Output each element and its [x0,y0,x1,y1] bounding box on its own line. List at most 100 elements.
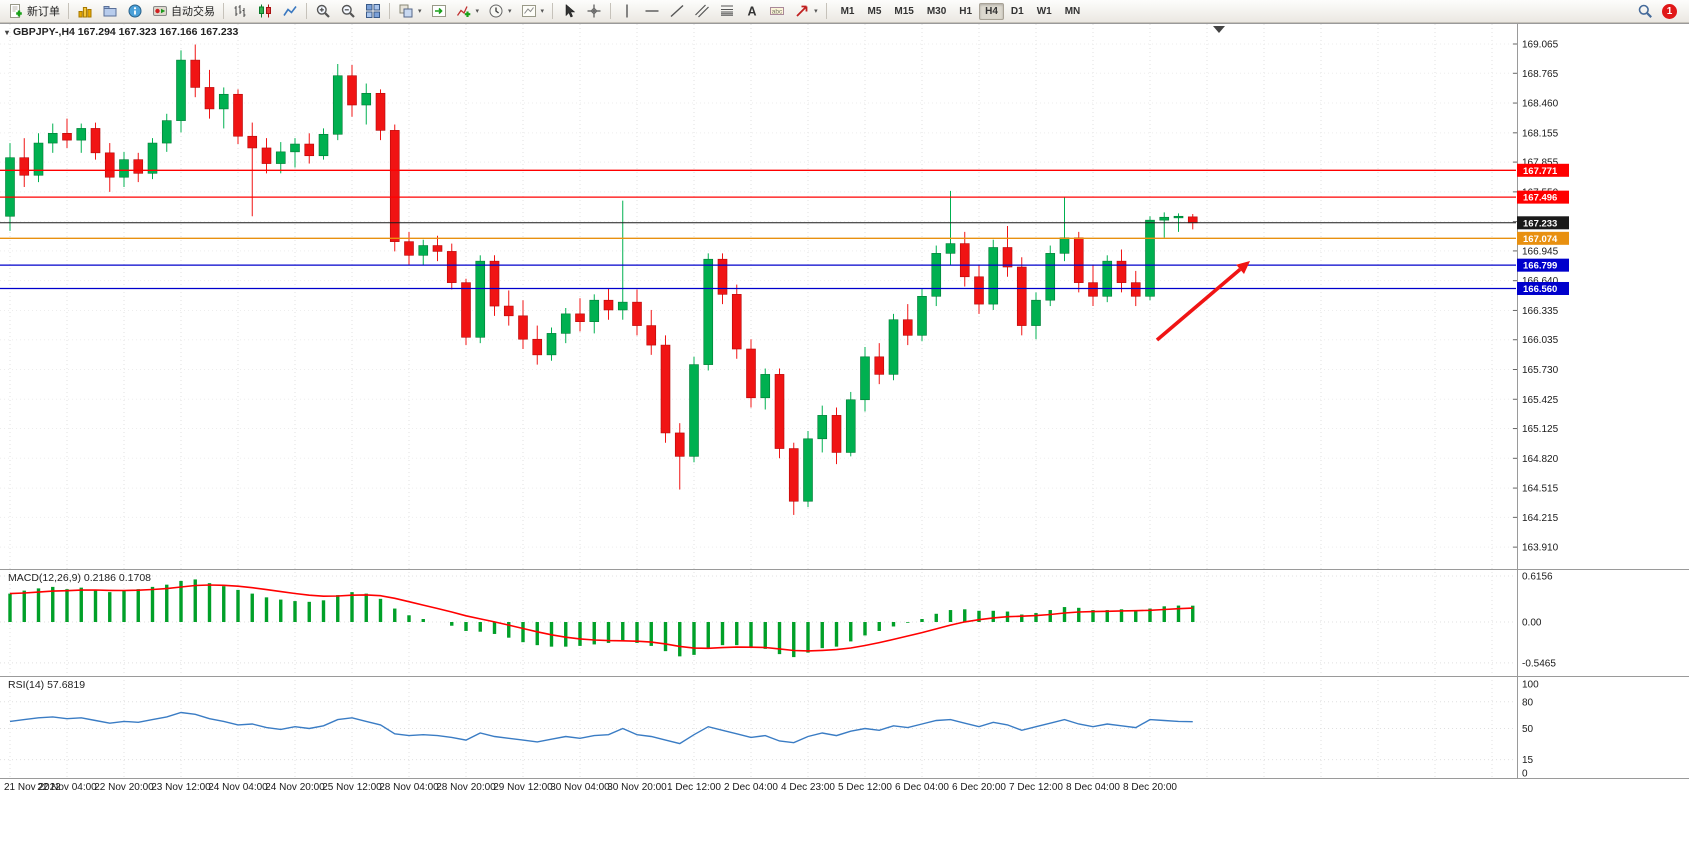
price-tick-label: 168.155 [1522,128,1559,139]
price-tick-label: 168.460 [1522,99,1559,110]
line-chart-icon [283,6,297,16]
price-tick-label: 169.065 [1522,40,1559,51]
price-tick-label: 163.910 [1522,543,1559,554]
hline-167.771[interactable]: 167.771 [0,163,1569,177]
candlestick-chart-icon [259,4,271,18]
price-tick-label: 166.640 [1522,276,1559,287]
toolbar-zoom-out-button[interactable] [336,1,360,21]
indicators-icon [456,6,470,17]
price-tag [1517,231,1569,245]
toolbar-crosshair-button[interactable] [582,1,606,21]
hline-166.799[interactable]: 166.799 [0,258,1569,272]
new-order-icon [10,4,22,18]
symbol-ohlc-label: ▾ GBPJPY-,H4 167.294 167.323 167.166 167… [5,26,238,38]
hline-166.560[interactable]: 166.560 [0,281,1569,295]
trend-arrow[interactable] [1155,261,1250,342]
toolbar-text-button[interactable]: A [740,1,764,21]
time-label: 4 Dec 23:00 [781,782,835,793]
hline-167.074[interactable]: 167.074 [0,231,1569,245]
price-tick-label: 165.425 [1522,395,1559,406]
time-label: 8 Dec 20:00 [1123,782,1177,793]
toolbar-fibonacci-button[interactable] [715,1,739,21]
timeframe-M5-button[interactable]: M5 [867,5,882,17]
toolbar-bar-chart-button[interactable] [228,1,252,21]
toolbar-separator [306,3,307,19]
autotrading-label: 自动交易 [171,6,215,18]
zoom-out-icon [341,4,355,18]
time-label: 2 Dec 04:00 [724,782,778,793]
dropdown-caret-icon[interactable]: ▾ [418,8,422,15]
toolbar-indicators-button[interactable]: ▾ [452,1,484,21]
rsi-scale-label: 15 [1522,755,1534,766]
toolbar-equidistant-channel-button[interactable] [690,1,714,21]
timeframe-H4-button[interactable]: H4 [979,2,1004,20]
timeframe-W1-button[interactable]: W1 [1036,5,1052,17]
profiles-icon [103,6,117,17]
time-label: 24 Nov 04:00 [208,782,268,793]
toolbar-new-order-button[interactable]: 新订单 [4,1,64,21]
chart-shift-marker[interactable] [1213,26,1225,33]
toolbar-autotrading-button[interactable]: 自动交易 [148,1,219,21]
axes-layer[interactable]: 169.065168.765168.460168.155167.855167.5… [0,23,1689,794]
price-tag-label: 166.560 [1523,284,1557,295]
rsi-scale-label: 50 [1522,724,1534,735]
arrows-icon [796,5,808,17]
hline-167.233[interactable]: 167.233 [0,216,1569,230]
toolbar-templates-button[interactable]: ▾ [517,1,549,21]
price-tick-label: 164.515 [1522,484,1559,495]
price-tag [1517,258,1569,272]
price-tag-label: 167.074 [1523,234,1558,245]
toolbar-cursor-button[interactable] [557,1,581,21]
search-button[interactable] [1633,1,1657,21]
timeframe-H1-button[interactable]: H1 [959,5,973,17]
toolbar-text-label-button[interactable]: abc [765,1,789,21]
toolbar-profiles-button[interactable] [98,1,122,21]
price-tick-label: 164.215 [1522,513,1559,524]
timeframe-MN-button[interactable]: MN [1064,5,1081,17]
dropdown-caret-icon[interactable]: ▾ [508,8,512,15]
vertical-line-icon [626,4,628,18]
toolbar-vertical-line-button[interactable] [615,1,639,21]
toolbar-tile-windows-button[interactable] [361,1,385,21]
toolbar-separator [552,3,554,19]
timeframe-M15-button[interactable]: M15 [894,5,914,17]
equidistant-channel-icon [695,4,709,18]
dropdown-caret-icon[interactable]: ▾ [475,8,480,15]
toolbar-horizontal-line-button[interactable] [640,1,664,21]
toolbar-periods-button[interactable]: ▾ [484,1,516,21]
price-tag-label: 167.233 [1523,218,1557,229]
toolbar-line-chart-button[interactable] [278,1,302,21]
toolbar-new-chart-button[interactable] [73,1,97,21]
dropdown-caret-icon[interactable]: ▾ [814,8,818,15]
timeframe-M1-button[interactable]: M1 [840,5,855,17]
price-tag [1517,163,1569,177]
toolbar-arrows-button[interactable]: ▾ [790,1,822,21]
hline-167.496[interactable]: 167.496 [0,190,1569,204]
toolbar-zoom-in-button[interactable] [311,1,335,21]
rsi-line [9,711,1193,745]
time-label: 30 Nov 04:00 [550,782,610,793]
toolbar-trendline-button[interactable] [665,1,689,21]
toolbar-data-window-button[interactable] [123,1,147,21]
dropdown-caret-icon[interactable]: ▾ [540,8,545,15]
hlines-layer[interactable]: 167.771 167.496 167.233 167.074 166.799 166.5… [0,163,1569,295]
price-tag [1517,190,1569,204]
time-label: 5 Dec 12:00 [838,782,892,793]
macd-scale-label: -0.5465 [1522,658,1556,669]
macd-label: MACD(12,26,9) 0.2186 0.1708 [8,572,152,584]
toolbar-auto-arrange-button[interactable]: ▾ [394,1,426,21]
toolbar-separator [68,3,69,19]
toolbar-chart-shift-button[interactable] [427,1,451,21]
notification-badge[interactable]: 1 [1662,3,1677,19]
rsi-scale-label: 0 [1522,769,1528,780]
timeframe-D1-button[interactable]: D1 [1010,5,1024,17]
time-label: 23 Nov 12:00 [151,782,211,793]
time-label: 28 Nov 20:00 [436,782,496,793]
timeframe-M30-button[interactable]: M30 [926,5,947,17]
chart-menu-caret-icon[interactable]: ▾ [5,27,10,37]
toolbar-candlestick-chart-button[interactable] [253,1,277,21]
annotation-layer[interactable] [1155,26,1250,342]
time-label: 25 Nov 12:00 [322,782,382,793]
